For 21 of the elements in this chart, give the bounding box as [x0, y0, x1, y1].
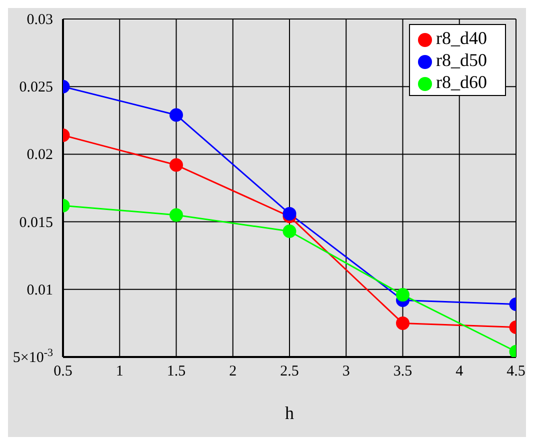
x-tick-label: 3: [342, 364, 350, 380]
x-tick-label: 4: [456, 364, 464, 380]
x-tick-label: 1.5: [166, 364, 186, 380]
legend-label: r8_d60: [436, 72, 487, 92]
legend-label: r8_d40: [436, 28, 487, 48]
y-tick-label: 0.02: [26, 147, 53, 164]
y-tick-label: 0.01: [26, 282, 53, 298]
y-tick-label: 5×10$^{-3}$: [12, 347, 54, 366]
x-axis-title: h: [285, 403, 294, 423]
x-tick-label: 3.5: [393, 364, 412, 380]
y-tick-label: 0.03: [26, 12, 53, 28]
x-tick-label: 1: [116, 364, 124, 380]
x-tick-label: 2.5: [280, 364, 299, 380]
y-tick-label: 0.025: [19, 80, 53, 96]
legend-label: r8_d50: [436, 50, 487, 70]
y-tick-label: 0.015: [19, 214, 53, 231]
x-tick-label: 2: [229, 364, 237, 380]
point: [282, 206, 296, 220]
x-tick-label: 4.5: [506, 364, 526, 380]
point: [282, 224, 296, 238]
x-tick-label: 0.5: [54, 364, 72, 380]
